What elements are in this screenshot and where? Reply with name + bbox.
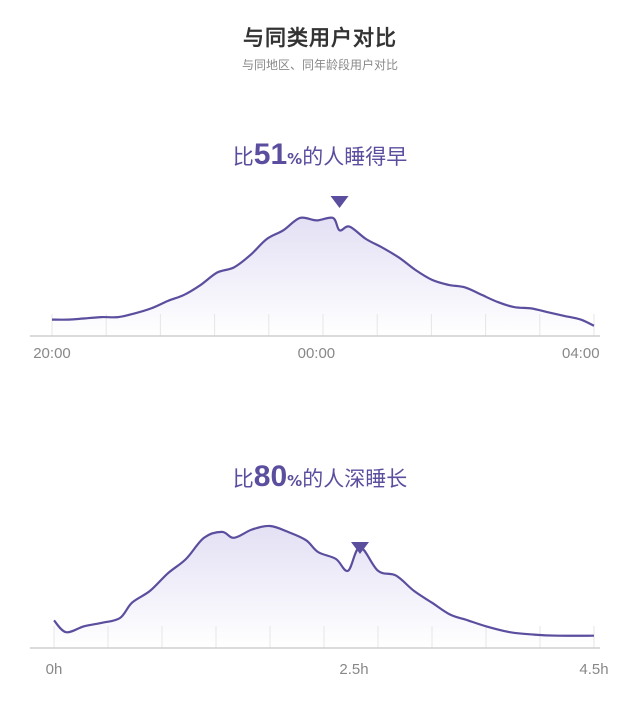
page-subtitle: 与同地区、同年龄段用户对比 <box>241 58 398 72</box>
bedtime-x-tick-label: 20:00 <box>33 345 71 362</box>
deep-sleep-x-tick-label: 0h <box>46 661 63 678</box>
bedtime-headline-suffix: 的人睡得早 <box>302 145 408 169</box>
bedtime-percent-value: 51 <box>253 138 288 171</box>
deep-sleep-percent-sign: % <box>287 472 303 490</box>
deep-sleep-x-tick-label: 4.5h <box>579 661 608 678</box>
deep-sleep-user-marker <box>351 542 369 554</box>
deep-sleep-percent-value: 80 <box>253 460 288 493</box>
deep-sleep-headline: 比80%的人深睡长 <box>0 460 640 494</box>
bedtime-x-tick-label: 00:00 <box>298 345 336 362</box>
page-title: 与同类用户对比 <box>243 26 397 50</box>
deep-sleep-headline-suffix: 的人深睡长 <box>302 467 408 491</box>
bedtime-x-tick-label: 04:00 <box>562 345 600 362</box>
bedtime-headline: 比51%的人睡得早 <box>0 138 640 172</box>
bedtime-distribution-chart: 20:00 00:00 04:00 <box>30 196 600 362</box>
deep-sleep-distribution-chart: 0h 2.5h 4.5h <box>30 524 609 678</box>
deep-sleep-series-line <box>53 524 595 637</box>
bedtime-area-fill <box>52 217 594 336</box>
deep-sleep-headline-prefix: 比 <box>232 467 254 491</box>
deep-sleep-x-tick-label: 2.5h <box>339 661 368 678</box>
bedtime-user-marker <box>330 196 349 208</box>
bedtime-headline-prefix: 比 <box>232 145 254 169</box>
bedtime-percent-sign: % <box>287 150 303 168</box>
bedtime-series-line <box>51 216 595 327</box>
